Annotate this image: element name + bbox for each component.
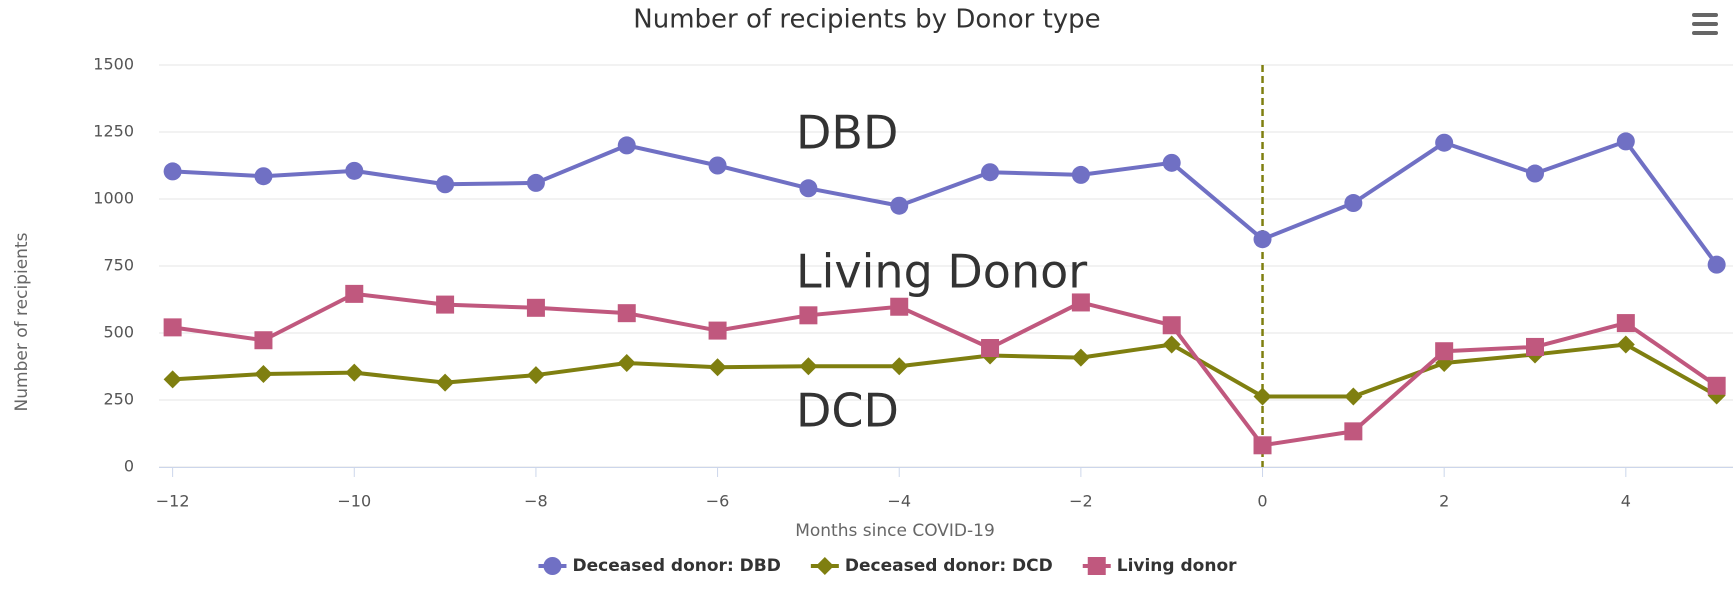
y-tick-label: 1250 [93,122,134,141]
marker [1616,335,1635,354]
marker [526,173,545,192]
marker [617,354,636,373]
series-line [172,291,1718,448]
marker [1071,293,1090,312]
marker [890,357,909,376]
marker [617,136,636,155]
marker [436,373,455,392]
menu-bar [1692,31,1718,35]
series-line [172,139,1719,266]
marker [1344,194,1363,213]
legend-label: Deceased donor: DCD [845,556,1053,576]
marker [345,363,364,382]
marker [708,321,727,340]
legend-label: Living donor [1117,556,1237,576]
marker [1344,422,1363,441]
x-tick-label: −12 [156,492,190,511]
marker [1162,335,1181,354]
marker [436,175,455,194]
marker [163,162,182,181]
marker [1526,337,1545,356]
marker [981,339,1000,358]
marker [708,358,727,377]
marker [890,196,909,215]
marker [345,161,364,180]
y-tick-label: 250 [103,390,134,409]
marker [1526,164,1545,183]
x-axis-title: Months since COVID-19 [795,521,995,541]
marker [163,318,182,337]
marker [617,304,636,323]
marker [345,284,364,303]
y-axis-title: Number of recipients [12,232,32,411]
marker [1616,314,1635,333]
y-tick-label: 1000 [93,189,134,208]
menu-bar [1692,13,1718,17]
marker [254,167,273,186]
marker [254,365,273,384]
legend-item: Deceased donor: DBD [538,556,781,576]
x-tick-label: −10 [337,492,371,511]
x-tick-label: −6 [706,492,730,511]
menu-button[interactable] [1692,13,1718,35]
marker [1253,387,1272,406]
marker [1435,342,1454,361]
x-tick-label: −8 [524,492,548,511]
marker [436,295,455,314]
marker [526,366,545,385]
x-tick-label: −2 [1069,492,1093,511]
marker [981,163,1000,182]
marker [815,557,834,575]
marker [1162,316,1181,335]
x-tick-label: 4 [1621,492,1631,511]
marker [708,156,727,175]
annotation: DBD [796,106,898,160]
marker [1087,557,1106,575]
legend-item: Living donor [1082,556,1237,576]
x-tick-label: 0 [1257,492,1267,511]
y-tick-label: 500 [103,323,134,342]
marker [799,179,818,198]
y-tick-label: 0 [124,457,134,476]
marker [890,297,909,316]
marker [799,306,818,325]
marker [526,298,545,317]
marker [1253,230,1272,249]
marker [543,557,562,575]
marker [1707,376,1726,395]
marker [1162,153,1181,172]
y-tick-label: 750 [103,256,134,275]
legend: Deceased donor: DBD Deceased donor: DCD Li… [538,556,1237,576]
marker [1344,387,1363,406]
marker [163,370,182,389]
marker [1071,348,1090,367]
y-tick-label: 1500 [93,55,134,74]
annotation: Living Donor [796,245,1087,299]
marker [1616,132,1635,151]
series-line [172,342,1718,399]
legend-item: Deceased donor: DCD [810,556,1053,576]
annotation: DCD [796,384,899,438]
x-tick-label: −4 [887,492,911,511]
marker [1435,133,1454,152]
marker [254,331,273,350]
marker [1071,165,1090,184]
marker [1253,436,1272,455]
marker [1707,255,1726,274]
legend-label: Deceased donor: DBD [572,556,780,576]
chart-title: Number of recipients by Donor type [633,5,1100,35]
menu-bar [1692,22,1718,26]
x-tick-label: 2 [1439,492,1449,511]
marker [799,357,818,376]
